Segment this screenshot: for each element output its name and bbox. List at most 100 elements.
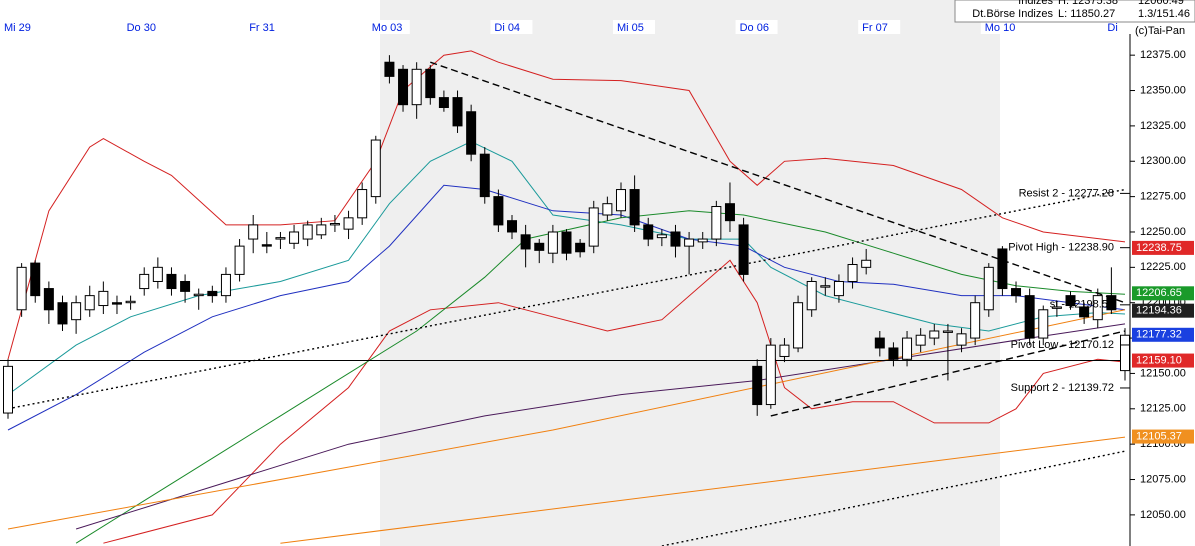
day-label-box xyxy=(1103,20,1146,34)
info-text: L: 11850.27 xyxy=(1058,8,1115,20)
candle-body xyxy=(970,302,981,339)
price-marker xyxy=(1132,429,1194,444)
x-tick-label: Di 04 xyxy=(494,22,520,34)
level-label: Resist 2 - 12277.28 xyxy=(1019,187,1114,199)
x-tick-label: Do 06 xyxy=(740,22,769,34)
candle-body xyxy=(888,347,899,360)
candle-body xyxy=(425,68,436,99)
info-text: 12060.49 xyxy=(1138,0,1184,7)
candle-body xyxy=(956,333,967,346)
level-label: Pivot High - 12238.90 xyxy=(1008,242,1114,254)
info-box xyxy=(954,0,1195,23)
candle-body xyxy=(343,217,354,230)
indicator-line xyxy=(7,140,1126,396)
price-marker-label: 12159.10 xyxy=(1136,354,1182,366)
y-tick-label: 12300.00 xyxy=(1140,155,1186,167)
candle-body xyxy=(1065,295,1076,307)
candle-body xyxy=(357,189,368,219)
candle-body xyxy=(152,266,163,282)
candle-body xyxy=(30,262,41,297)
price-marker-label: 12206.65 xyxy=(1136,287,1182,299)
day-label-box xyxy=(0,20,42,34)
price-marker xyxy=(1132,353,1194,368)
candle-body xyxy=(1092,295,1103,321)
x-tick-label: Do 30 xyxy=(127,22,156,34)
candle-body xyxy=(833,280,844,297)
candle-body xyxy=(180,280,191,292)
candle-body xyxy=(302,224,313,240)
indicator-line xyxy=(280,436,1126,544)
candle-body xyxy=(193,293,204,297)
indicator-line xyxy=(7,309,1126,530)
indicator-line xyxy=(103,259,1126,544)
info-text: Indizes xyxy=(1018,0,1053,7)
day-label-box xyxy=(122,20,165,34)
candle-body xyxy=(466,111,477,155)
indicator-line xyxy=(430,61,1126,304)
candle-body xyxy=(738,224,749,275)
candle-body xyxy=(275,237,286,240)
day-label-box xyxy=(612,20,655,34)
candle-body xyxy=(98,290,109,307)
x-tick-label: Di xyxy=(1107,22,1117,34)
candle-body xyxy=(370,139,381,198)
price-marker xyxy=(1132,286,1194,301)
candle-body xyxy=(942,330,953,333)
candle-body xyxy=(752,365,763,406)
candle-body xyxy=(724,203,735,222)
candle-body xyxy=(1038,309,1049,339)
candle-body xyxy=(983,266,994,311)
candle-body xyxy=(207,290,218,297)
candle-body xyxy=(670,231,681,247)
x-tick-label: Mo 03 xyxy=(372,22,403,34)
price-marker-label: 12177.32 xyxy=(1136,329,1182,341)
info-text: 1.3/151.46 xyxy=(1138,8,1190,20)
candle-body xyxy=(779,344,790,357)
candle-body xyxy=(997,248,1008,290)
candle-body xyxy=(84,295,95,311)
candle-body xyxy=(861,259,872,268)
level-label: Pivot Low - 12170.12 xyxy=(1011,339,1114,351)
y-tick-label: 12275.00 xyxy=(1140,191,1186,203)
copyright: (c)Tai-Pan xyxy=(1135,25,1185,37)
candle-body xyxy=(411,68,422,106)
y-tick-label: 12325.00 xyxy=(1140,120,1186,132)
day-label-box xyxy=(980,20,1023,34)
candle-body xyxy=(902,337,913,360)
day-label-box xyxy=(735,20,778,34)
candle-body xyxy=(820,285,831,288)
candle-body xyxy=(847,264,858,282)
y-tick-label: 12050.00 xyxy=(1140,509,1186,521)
candle-body xyxy=(220,273,231,297)
price-marker-label: 12194.36 xyxy=(1136,305,1182,317)
indicator-line xyxy=(7,184,1126,431)
info-text: Dt.Börse Indizes xyxy=(972,8,1053,20)
candle-body xyxy=(575,242,586,253)
candle-body xyxy=(1120,334,1130,372)
candle-body xyxy=(697,238,708,243)
candle-body xyxy=(248,224,259,240)
candle-body xyxy=(915,334,926,346)
info-text: H: 12375.38 xyxy=(1058,0,1118,7)
x-tick-label: Mo 10 xyxy=(985,22,1016,34)
candle-body xyxy=(479,153,490,198)
price-marker xyxy=(1132,303,1194,318)
candle-body xyxy=(1011,288,1022,297)
candle-body xyxy=(111,302,122,305)
candle-body xyxy=(520,234,531,250)
candle-body xyxy=(547,231,558,254)
candle-body xyxy=(534,242,545,251)
candle-body xyxy=(139,273,150,290)
y-tick-label: 12150.00 xyxy=(1140,367,1186,379)
candle-body xyxy=(1106,295,1117,311)
candle-body xyxy=(588,207,599,247)
day-label-box xyxy=(245,20,288,34)
candle-body xyxy=(289,231,300,244)
candle-body xyxy=(493,196,504,226)
price-marker-label: 12105.37 xyxy=(1136,430,1182,442)
candle-body xyxy=(806,280,817,311)
y-tick-label: 12350.00 xyxy=(1140,84,1186,96)
candle-body xyxy=(711,206,722,240)
day-label-box xyxy=(367,20,410,34)
